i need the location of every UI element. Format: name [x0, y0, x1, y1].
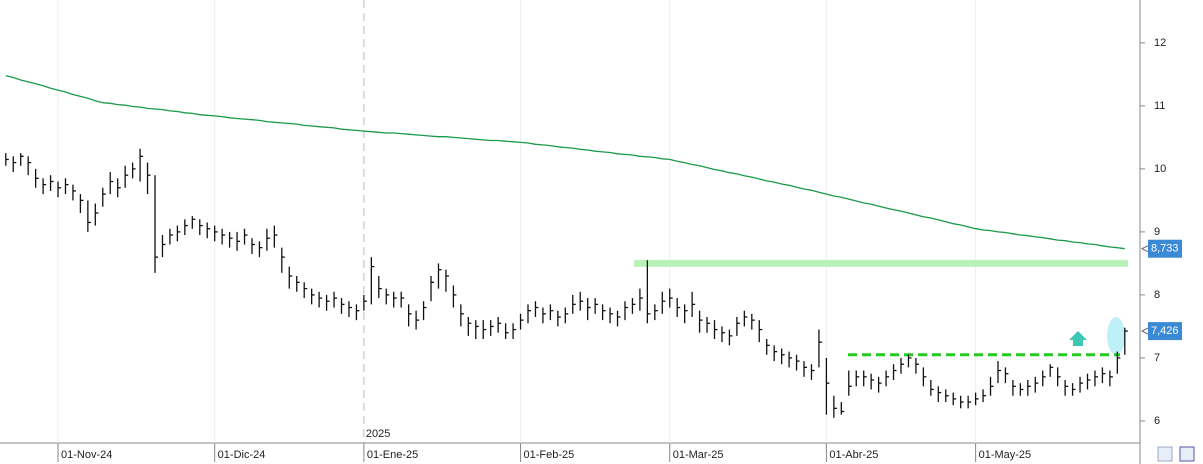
- value-label: 8,733: [1151, 243, 1179, 255]
- x-tick-label: 01-Abr-25: [829, 449, 878, 461]
- value-label-box: [1148, 322, 1182, 341]
- pointer: [1140, 245, 1149, 253]
- y-tick-label: 12: [1154, 37, 1166, 49]
- y-tick-label: 11: [1154, 100, 1165, 112]
- y-tick-label: 8: [1154, 289, 1160, 301]
- pointer: [1140, 327, 1149, 335]
- icon[interactable]: [1157, 446, 1173, 462]
- save-icon[interactable]: [1179, 446, 1195, 462]
- x-tick-label: 01-Nov-24: [61, 449, 112, 461]
- x-tick-label: 01-Mar-25: [673, 449, 724, 461]
- value-label: 7,426: [1151, 325, 1179, 337]
- y-tick-label: 6: [1154, 415, 1160, 427]
- y-tick-label: 10: [1154, 163, 1166, 175]
- up-arrow-icon: [1069, 331, 1087, 346]
- highlight: [1107, 317, 1125, 355]
- y-tick-label: 7: [1154, 352, 1160, 364]
- y-tick-label: 9: [1154, 226, 1160, 238]
- toolbar-icons: [1157, 446, 1195, 462]
- moving-average: [5, 74, 1125, 250]
- x-tick-label: 01-Ene-25: [367, 449, 418, 461]
- x-tick-label: 01-May-25: [979, 449, 1032, 461]
- x-tick-label: 01-Feb-25: [524, 449, 575, 461]
- year-label: 2025: [366, 428, 390, 440]
- x-tick-label: 01-Dic-24: [218, 449, 266, 461]
- value-label-box: [1148, 239, 1182, 258]
